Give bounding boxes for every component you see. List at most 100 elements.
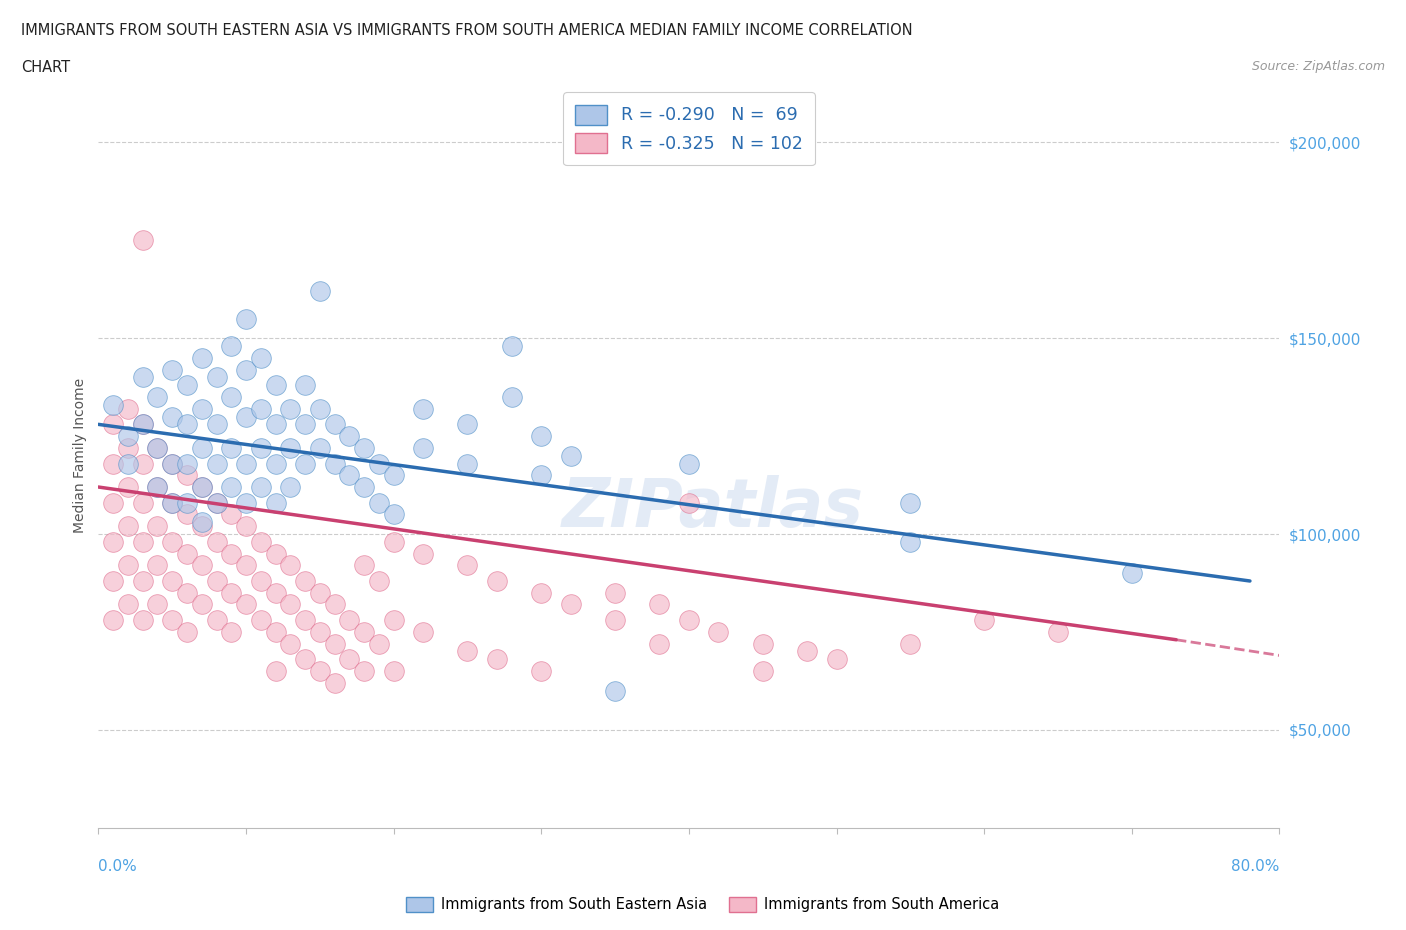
Point bbox=[530, 585, 553, 600]
Point bbox=[486, 574, 509, 589]
Point bbox=[605, 613, 627, 628]
Point bbox=[278, 558, 302, 573]
Point bbox=[219, 441, 242, 456]
Legend: Immigrants from South Eastern Asia, Immigrants from South America: Immigrants from South Eastern Asia, Immi… bbox=[401, 891, 1005, 918]
Point bbox=[235, 312, 257, 326]
Point bbox=[191, 515, 214, 530]
Point bbox=[132, 232, 155, 247]
Point bbox=[678, 496, 700, 511]
Point bbox=[146, 558, 169, 573]
Point bbox=[132, 456, 155, 471]
Point bbox=[219, 546, 242, 561]
Point bbox=[264, 664, 287, 679]
Point bbox=[191, 351, 214, 365]
Point bbox=[337, 613, 360, 628]
Text: 80.0%: 80.0% bbox=[1232, 859, 1279, 874]
Point bbox=[162, 535, 183, 550]
Point bbox=[176, 378, 198, 392]
Point bbox=[456, 456, 478, 471]
Point bbox=[250, 480, 273, 495]
Point bbox=[382, 535, 405, 550]
Point bbox=[250, 441, 273, 456]
Point bbox=[117, 519, 139, 534]
Point bbox=[294, 417, 316, 432]
Point bbox=[117, 441, 139, 456]
Point bbox=[176, 507, 198, 522]
Point bbox=[176, 417, 198, 432]
Point bbox=[191, 480, 214, 495]
Point bbox=[250, 574, 273, 589]
Point bbox=[205, 370, 228, 385]
Point bbox=[205, 417, 228, 432]
Point bbox=[278, 636, 302, 651]
Point bbox=[337, 429, 360, 444]
Point bbox=[146, 480, 169, 495]
Point bbox=[103, 417, 125, 432]
Point bbox=[264, 417, 287, 432]
Point bbox=[323, 597, 346, 612]
Point bbox=[205, 535, 228, 550]
Point bbox=[678, 613, 700, 628]
Point bbox=[235, 558, 257, 573]
Point bbox=[132, 417, 155, 432]
Point bbox=[309, 441, 332, 456]
Text: CHART: CHART bbox=[21, 60, 70, 75]
Point bbox=[707, 624, 730, 639]
Point bbox=[1046, 624, 1069, 639]
Point bbox=[146, 441, 169, 456]
Text: 0.0%: 0.0% bbox=[98, 859, 138, 874]
Point bbox=[900, 636, 922, 651]
Point bbox=[132, 417, 155, 432]
Point bbox=[412, 624, 434, 639]
Point bbox=[205, 613, 228, 628]
Point bbox=[162, 362, 183, 377]
Point bbox=[264, 546, 287, 561]
Point bbox=[294, 574, 316, 589]
Point bbox=[219, 339, 242, 353]
Point bbox=[162, 456, 183, 471]
Point bbox=[191, 441, 214, 456]
Point bbox=[678, 456, 700, 471]
Point bbox=[103, 397, 125, 412]
Point bbox=[205, 496, 228, 511]
Point bbox=[176, 456, 198, 471]
Point bbox=[530, 468, 553, 483]
Point bbox=[103, 456, 125, 471]
Point bbox=[264, 456, 287, 471]
Point bbox=[103, 535, 125, 550]
Point bbox=[205, 574, 228, 589]
Point bbox=[117, 558, 139, 573]
Point bbox=[412, 546, 434, 561]
Point bbox=[219, 585, 242, 600]
Point bbox=[146, 480, 169, 495]
Point bbox=[162, 496, 183, 511]
Point bbox=[176, 585, 198, 600]
Point bbox=[176, 496, 198, 511]
Point bbox=[337, 652, 360, 667]
Point bbox=[264, 585, 287, 600]
Point bbox=[162, 496, 183, 511]
Point bbox=[146, 441, 169, 456]
Point bbox=[323, 675, 346, 690]
Point bbox=[235, 409, 257, 424]
Point bbox=[132, 535, 155, 550]
Legend: R = -0.290   N =  69, R = -0.325   N = 102: R = -0.290 N = 69, R = -0.325 N = 102 bbox=[564, 92, 814, 166]
Point bbox=[205, 456, 228, 471]
Point bbox=[796, 644, 818, 659]
Point bbox=[309, 401, 332, 416]
Point bbox=[412, 441, 434, 456]
Text: ZIPatlas: ZIPatlas bbox=[561, 475, 863, 540]
Point bbox=[900, 535, 922, 550]
Point bbox=[353, 480, 375, 495]
Point bbox=[530, 429, 553, 444]
Point bbox=[132, 496, 155, 511]
Point bbox=[219, 507, 242, 522]
Point bbox=[353, 624, 375, 639]
Point bbox=[264, 378, 287, 392]
Point bbox=[751, 636, 773, 651]
Point bbox=[176, 624, 198, 639]
Point bbox=[219, 624, 242, 639]
Point bbox=[382, 507, 405, 522]
Point bbox=[278, 480, 302, 495]
Point bbox=[176, 546, 198, 561]
